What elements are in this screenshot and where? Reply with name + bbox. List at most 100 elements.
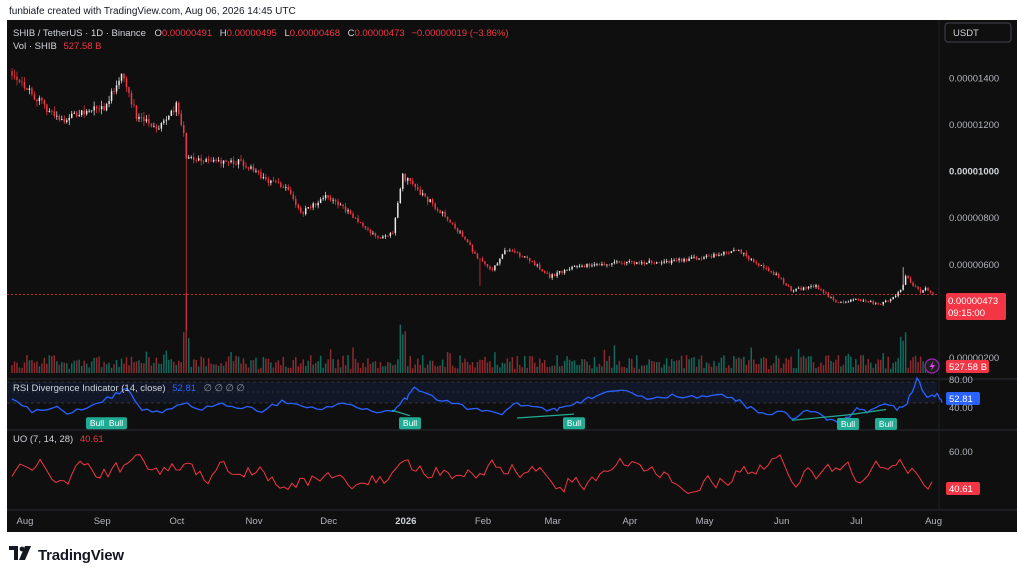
candle-body (377, 236, 379, 238)
candle-body (845, 301, 847, 303)
candle-body (369, 230, 372, 234)
candle-body (738, 249, 740, 251)
volume-bar (481, 359, 484, 373)
uo-pane[interactable] (11, 454, 933, 494)
volume-bar (688, 359, 690, 373)
volume-bar (85, 363, 88, 373)
volume-bar (247, 367, 250, 373)
volume-bar (536, 366, 538, 373)
volume-bar (295, 357, 297, 373)
time-axis[interactable]: Aug Sep Oct Nov Dec 2026 Feb Mar Apr May Jun Jul Aug (17, 516, 942, 527)
volume-bar (690, 357, 693, 373)
bull-label[interactable]: Bull (399, 417, 421, 430)
bull-label[interactable]: Bull (105, 417, 127, 430)
volume-bar (593, 357, 596, 373)
candle-body (267, 179, 270, 183)
candle-body (561, 271, 563, 273)
volume-bar (362, 362, 364, 373)
candle-body (459, 231, 461, 233)
bull-label[interactable]: Bull (837, 417, 859, 430)
volume-bar (409, 356, 412, 373)
high-label: H (220, 28, 227, 39)
candle-body (538, 264, 541, 270)
volume-bar (596, 366, 598, 373)
candle-body (817, 285, 820, 289)
volume-bar (379, 362, 382, 373)
volume-bar (553, 365, 556, 373)
candle-body (842, 301, 845, 303)
candle-body (265, 177, 267, 180)
volume-bar (551, 365, 553, 373)
time-axis-label: Jun (774, 516, 789, 527)
candle-body (252, 166, 255, 172)
candle-body (58, 115, 61, 121)
volume-bar (566, 356, 568, 373)
bull-label[interactable]: Bull (563, 417, 585, 430)
volume-bar (812, 362, 815, 373)
candle-body (613, 261, 616, 264)
rsi-pane[interactable]: Bull Bull Bull Bull Bull Bull (11, 376, 943, 430)
volume-badge-value: 527.58 B (949, 362, 987, 373)
candle-body (521, 256, 524, 258)
candle-body (220, 160, 222, 164)
volume-bar (352, 347, 354, 373)
volume-bar (43, 357, 46, 373)
volume-bar (232, 361, 235, 373)
currency-button[interactable] (944, 22, 1012, 43)
candle-body (207, 159, 210, 161)
volume-bar (743, 356, 745, 373)
candle-body (88, 110, 90, 112)
candle-body (304, 208, 307, 215)
candle-body (636, 262, 638, 264)
rsi-legend[interactable]: RSI Divergence Indicator (14, close) 52.… (13, 383, 245, 394)
uo-legend[interactable]: UO (7, 14, 28) 40.61 (13, 434, 104, 445)
volume-bar (16, 362, 18, 373)
candle-body (713, 253, 715, 258)
candle-body (802, 287, 805, 290)
candle-body (479, 258, 481, 260)
bull-label[interactable]: Bull (86, 417, 108, 430)
candle-body (93, 106, 95, 111)
lightning-icon[interactable] (924, 358, 940, 374)
candle-body (914, 285, 917, 287)
volume-bar (618, 361, 621, 373)
candle-body (227, 161, 230, 163)
candle-body (862, 300, 865, 302)
volume-bar (872, 367, 875, 373)
volume-bar (780, 367, 782, 373)
volume-bar (392, 365, 394, 373)
candle-body (384, 235, 387, 237)
volume-bar (163, 354, 165, 373)
volume-bar (342, 355, 344, 373)
volume-bar (583, 359, 586, 373)
volume-bar (265, 358, 267, 373)
candle-body (894, 295, 897, 297)
candle-body (715, 253, 718, 256)
volume-bar (479, 359, 481, 373)
candle-body (337, 201, 339, 206)
legend-line[interactable]: SHIB / TetherUS · 1D · Binance O0.000004… (13, 28, 509, 39)
candle-body (723, 251, 725, 255)
volume-bar (902, 340, 904, 373)
candle-body (516, 252, 519, 254)
candle-body (175, 102, 178, 113)
tradingview-footer: TradingView (9, 545, 124, 565)
time-axis-label: Apr (622, 516, 637, 527)
volume-bar (576, 364, 578, 373)
candle-body (705, 255, 708, 258)
candle-body (202, 161, 205, 163)
candle-body (678, 258, 680, 261)
candle-body (563, 269, 566, 273)
volume-bar (526, 367, 529, 373)
volume-bar (845, 355, 847, 373)
candlesticks[interactable] (11, 68, 934, 331)
volume-bar (558, 366, 561, 373)
volume-legend[interactable]: Vol · SHIB 527.58 B (13, 41, 102, 52)
volume-bar (150, 365, 153, 373)
bull-label[interactable]: Bull (875, 417, 897, 430)
symbol-title[interactable]: SHIB / TetherUS · 1D · Binance (13, 28, 146, 39)
candle-body (847, 301, 850, 303)
volume-bar (538, 358, 541, 373)
